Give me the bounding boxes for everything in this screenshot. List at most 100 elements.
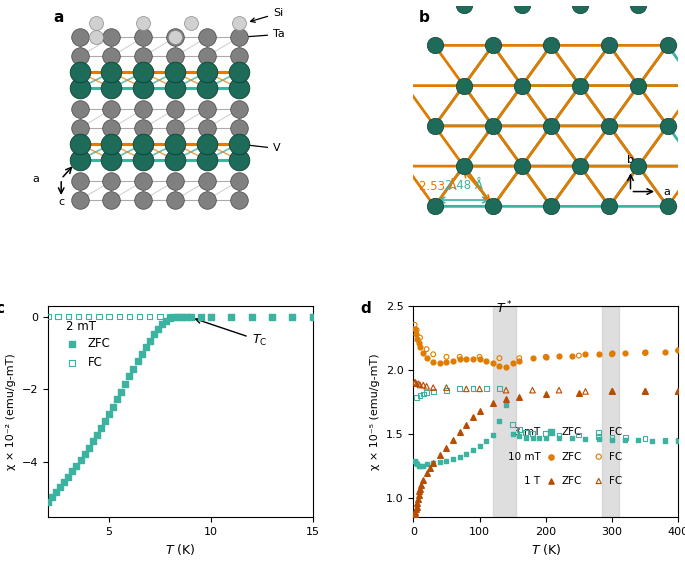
- Point: [575, 161, 586, 170]
- Point: [447, 436, 458, 445]
- Point: [181, 312, 192, 321]
- Point: [540, 352, 551, 361]
- Point: [155, 312, 166, 321]
- Point: [461, 420, 472, 429]
- Point: [164, 312, 175, 321]
- Point: [421, 388, 432, 397]
- Point: [427, 458, 438, 467]
- Point: [170, 195, 181, 204]
- Point: [418, 348, 429, 357]
- Point: [606, 348, 617, 357]
- Point: [467, 446, 478, 455]
- Point: [474, 352, 485, 361]
- Point: [414, 333, 425, 342]
- Point: [427, 383, 438, 392]
- Point: [233, 52, 244, 61]
- Point: [106, 140, 117, 149]
- Point: [494, 354, 505, 363]
- Point: [74, 140, 85, 149]
- Point: [421, 354, 432, 363]
- Point: [580, 350, 591, 359]
- Text: Si: Si: [251, 9, 284, 22]
- Point: [138, 140, 149, 149]
- Point: [507, 420, 518, 429]
- Point: [246, 312, 257, 321]
- Point: [481, 385, 492, 394]
- Point: [74, 105, 85, 114]
- Point: [233, 105, 244, 114]
- Point: [633, 1, 644, 10]
- Point: [540, 429, 551, 438]
- Point: [441, 383, 452, 392]
- Point: [233, 140, 244, 149]
- Point: [527, 429, 538, 438]
- Point: [106, 155, 117, 164]
- Point: [3, 282, 14, 291]
- Point: [575, 81, 586, 90]
- Point: [467, 355, 478, 364]
- Point: [177, 312, 188, 321]
- X-axis label: $T$ (K): $T$ (K): [530, 542, 561, 557]
- Point: [521, 433, 532, 442]
- Point: [416, 481, 427, 490]
- Point: [527, 386, 538, 395]
- Text: $T_\mathrm{C}$: $T_\mathrm{C}$: [196, 318, 267, 348]
- Point: [169, 312, 179, 321]
- Point: [170, 83, 181, 93]
- Point: [226, 312, 237, 321]
- Point: [540, 433, 551, 442]
- Point: [662, 202, 673, 211]
- Point: [124, 371, 135, 381]
- Point: [516, 1, 527, 10]
- Point: [646, 437, 657, 446]
- Point: [185, 312, 196, 321]
- Point: [195, 312, 206, 321]
- Point: [447, 455, 458, 464]
- Point: [418, 390, 429, 399]
- Point: [201, 33, 212, 42]
- Point: [287, 312, 298, 321]
- Point: [434, 457, 445, 466]
- Point: [527, 433, 538, 442]
- Point: [91, 431, 102, 440]
- Point: [427, 350, 438, 359]
- Point: [606, 436, 617, 445]
- Point: [673, 436, 684, 445]
- Point: [410, 329, 421, 339]
- Point: [138, 83, 149, 93]
- Point: [606, 387, 617, 396]
- Point: [414, 391, 425, 400]
- Point: [501, 395, 512, 404]
- Point: [662, 122, 673, 131]
- Point: [447, 356, 458, 365]
- Point: [59, 477, 70, 486]
- Point: [106, 68, 117, 77]
- Point: [410, 458, 421, 467]
- Point: [112, 395, 123, 404]
- Point: [93, 312, 104, 321]
- Point: [474, 385, 485, 394]
- Point: [106, 52, 117, 61]
- Point: [413, 338, 424, 347]
- Point: [673, 387, 684, 396]
- Point: [410, 507, 421, 516]
- Point: [411, 502, 422, 511]
- Point: [47, 492, 58, 502]
- Point: [124, 312, 135, 321]
- Point: [42, 498, 53, 507]
- Point: [660, 436, 671, 445]
- Point: [409, 456, 420, 465]
- Text: b: b: [419, 10, 429, 25]
- Point: [201, 68, 212, 77]
- Point: [74, 52, 85, 61]
- Point: [108, 402, 119, 411]
- Point: [474, 442, 485, 451]
- Point: [170, 105, 181, 114]
- Point: [233, 33, 244, 42]
- Point: [640, 387, 651, 396]
- Point: [136, 349, 147, 358]
- Point: [421, 469, 432, 478]
- Text: a: a: [53, 10, 64, 25]
- Point: [412, 460, 423, 469]
- Point: [553, 431, 564, 440]
